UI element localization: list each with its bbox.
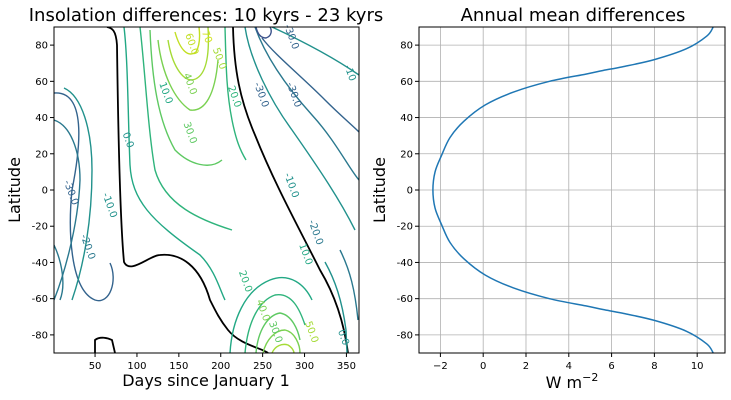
contour-label: 10.0 [296, 242, 314, 267]
line-xlabel: W m−2 [546, 371, 599, 392]
line-ytick-label: 80 [400, 41, 413, 52]
contour-minus10-lower-right [339, 249, 359, 321]
contour-minus10-top [271, 27, 359, 76]
contour-label: -10 [342, 64, 358, 83]
contour-ytick-label: 40 [35, 113, 48, 124]
line-xticks: −2 0 2 4 6 8 10 [433, 353, 704, 372]
contour-xlabel: Days since January 1 [122, 371, 290, 390]
contour-xtick-label: 50 [89, 361, 102, 372]
contour-minus20-right [254, 27, 359, 181]
contour-xtick-label: 300 [295, 361, 314, 372]
contour-ytick-label: -20 [32, 222, 48, 233]
line-ytick-label: 0 [407, 186, 413, 197]
contour-30 [149, 29, 223, 166]
contour-zero-left [106, 27, 269, 353]
contour-label: 70 [199, 29, 214, 45]
line-ytick-label: -20 [397, 222, 413, 233]
line-grid [419, 27, 725, 353]
contour-yticks: -80 -60 -40 -20 0 20 40 60 80 [32, 41, 54, 341]
contour-ytick-label: -40 [32, 258, 48, 269]
line-title: Annual mean differences [461, 5, 686, 26]
line-ytick-label: -40 [397, 258, 413, 269]
contour-label: 0.0 [335, 328, 351, 347]
contour-ytick-label: -60 [32, 294, 48, 305]
contour-0-lower-right [324, 261, 348, 353]
contour-label: 30.0 [181, 121, 199, 146]
contour-panel: Insolation differences: 10 kyrs - 23 kyr… [5, 5, 383, 390]
contour-lines [54, 27, 359, 353]
line-xtick-label: −2 [433, 361, 448, 372]
contour-xticks: 50 100 150 200 250 300 350 [89, 353, 356, 372]
contour-xtick-label: 250 [253, 361, 272, 372]
contour-ytick-label: 80 [35, 41, 48, 52]
contour-20-lower [244, 294, 306, 353]
contour-label: 40.0 [253, 298, 271, 323]
contour-20 [139, 27, 233, 231]
line-panel: Annual mean differences −2 0 2 4 6 8 10 -80 -60… [370, 5, 726, 392]
contour-50 [167, 27, 210, 81]
contour-30-lower [255, 312, 301, 353]
contour-axes-frame [53, 26, 360, 354]
line-ytick-label: 20 [400, 149, 413, 160]
contour-ylabel: Latitude [5, 157, 24, 223]
contour-ytick-label: 0 [42, 186, 48, 197]
contour-zero-right [232, 27, 349, 353]
line-ytick-label: -60 [397, 294, 413, 305]
contour-label: 20.0 [236, 269, 254, 294]
line-xtick-label: 2 [523, 361, 529, 372]
annual-mean-line [432, 27, 714, 353]
contour-minus40-top [255, 27, 272, 39]
contour-ytick-label: 60 [35, 77, 48, 88]
contour-label: 40.0 [181, 72, 199, 97]
contour-50-lower [271, 343, 295, 353]
contour-40-lower [262, 329, 301, 353]
line-xlabel-sup: −2 [582, 371, 598, 384]
contour-label: -30.0 [284, 81, 303, 109]
contour-label: -10.0 [281, 171, 300, 199]
contour-xtick-label: 100 [127, 361, 146, 372]
contour-20-upper [224, 27, 247, 161]
line-ytick-label: -80 [397, 330, 413, 341]
contour-label: -10.0 [100, 191, 119, 219]
contour-label: 10.0 [156, 81, 174, 106]
contour-minus10-left [63, 87, 93, 301]
contour-40 [157, 39, 219, 111]
contour-xtick-label: 350 [337, 361, 356, 372]
contour-10-lower [229, 276, 313, 353]
line-xtick-label: 8 [651, 361, 657, 372]
contour-ytick-label: 20 [35, 149, 48, 160]
contour-60 [174, 27, 201, 55]
contour-minus30-right [261, 37, 359, 133]
contour-minus30-left [54, 92, 114, 302]
contour-zero-corner [94, 336, 116, 353]
line-xlabel-base: W m [546, 373, 583, 392]
contour-minus20-left [54, 119, 81, 301]
contour-minus20-left-low [54, 244, 64, 301]
contour-label: -30.0 [251, 81, 270, 109]
contour-xtick-label: 150 [169, 361, 188, 372]
contour-label: 50.0 [302, 320, 320, 345]
line-ylabel: Latitude [370, 157, 389, 223]
contour-ytick-label: -80 [32, 330, 48, 341]
contour-label: -30.0 [61, 179, 80, 207]
line-yticks: -80 -60 -40 -20 0 20 40 60 80 [397, 41, 419, 341]
contour-title: Insolation differences: 10 kyrs - 23 kyr… [29, 5, 383, 26]
contour-label: -20.0 [78, 233, 97, 261]
contour-label: 0.0 [120, 131, 136, 150]
line-ytick-label: 40 [400, 113, 413, 124]
line-series [432, 27, 714, 353]
contour-label: 60.0 [182, 32, 200, 57]
line-xtick-label: 4 [566, 361, 572, 372]
contour-xtick-label: 200 [211, 361, 230, 372]
contour-minus10-right [244, 27, 356, 231]
line-xtick-label: 0 [480, 361, 486, 372]
contour-10 [123, 27, 226, 301]
contour-label: -20.0 [306, 219, 325, 247]
line-xtick-label: 10 [691, 361, 704, 372]
line-ytick-label: 60 [400, 77, 413, 88]
line-xtick-label: 6 [608, 361, 614, 372]
